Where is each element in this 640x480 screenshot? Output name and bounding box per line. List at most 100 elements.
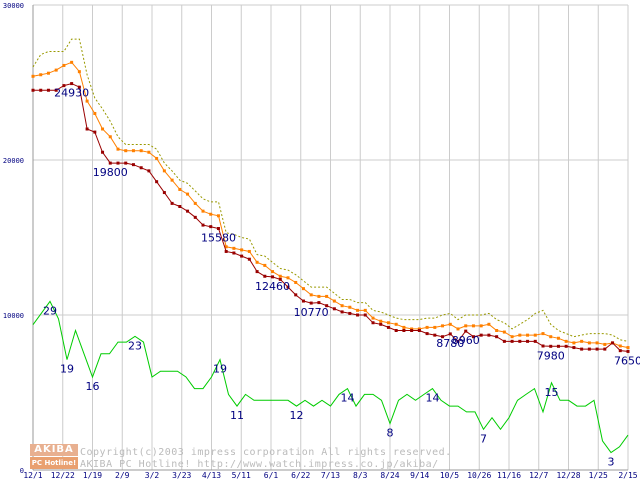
data-label-shop_count: 11 (230, 409, 244, 422)
data-label-shop_count: 7 (480, 432, 487, 445)
data-point-minimum (379, 322, 383, 326)
data-point-minimum (240, 254, 244, 258)
data-point-average (417, 327, 421, 331)
data-point-minimum (595, 347, 599, 351)
x-tick-label: 12/22 (51, 471, 75, 480)
data-point-minimum (155, 180, 159, 184)
data-point-minimum (263, 274, 267, 278)
data-point-minimum (386, 325, 390, 329)
data-point-minimum (464, 329, 468, 333)
data-point-average (155, 156, 159, 160)
data-point-average (541, 332, 545, 336)
data-point-average (595, 341, 599, 345)
data-point-average (433, 325, 437, 329)
data-point-minimum (31, 88, 35, 92)
x-tick-label: 2/9 (115, 471, 130, 480)
data-point-average (502, 330, 506, 334)
data-point-minimum (448, 332, 452, 336)
x-tick-label: 11/16 (497, 471, 521, 480)
data-point-average (247, 249, 251, 253)
data-point-average (224, 245, 228, 249)
data-point-minimum (425, 332, 429, 336)
data-point-average (124, 149, 128, 153)
data-point-average (549, 335, 553, 339)
data-point-minimum (402, 329, 406, 332)
data-point-minimum (479, 333, 483, 337)
data-point-average (533, 333, 537, 337)
data-point-average (441, 324, 445, 328)
data-point-average (325, 294, 329, 298)
data-point-average (85, 99, 89, 103)
data-point-average (526, 333, 530, 337)
x-tick-label: 12/1 (23, 471, 42, 480)
data-point-minimum (317, 301, 321, 305)
x-tick-label: 7/13 (321, 471, 340, 480)
data-point-average (626, 346, 630, 350)
data-label-shop_count: 19 (60, 363, 74, 376)
data-point-average (93, 112, 97, 115)
data-label-minimum: 15580 (201, 232, 236, 245)
data-point-minimum (46, 88, 50, 92)
data-point-average (487, 322, 491, 326)
data-point-minimum (471, 335, 475, 339)
data-point-average (240, 248, 244, 252)
data-point-minimum (278, 277, 282, 281)
watermark: Copyright(c)2003 impress corporation All… (80, 447, 451, 470)
data-point-average (479, 324, 483, 328)
data-point-average (587, 341, 591, 345)
data-point-minimum (77, 85, 81, 89)
data-label-minimum: 7980 (537, 349, 565, 362)
data-point-average (101, 127, 105, 131)
data-point-minimum (456, 339, 460, 343)
x-tick-label: 10/26 (467, 471, 491, 480)
data-point-average (332, 299, 336, 303)
data-label-shop_count: 16 (86, 380, 100, 393)
data-point-minimum (70, 82, 74, 86)
data-label-shop_count: 19 (213, 363, 227, 376)
data-point-average (556, 336, 560, 340)
data-point-average (116, 147, 120, 151)
data-point-average (209, 212, 213, 216)
x-tick-label: 8/24 (380, 471, 399, 480)
data-point-average (371, 316, 375, 320)
data-point-minimum (131, 163, 135, 167)
data-point-average (131, 149, 135, 153)
data-point-average (317, 294, 321, 298)
data-point-minimum (108, 161, 112, 165)
data-point-minimum (502, 339, 506, 343)
data-point-minimum (611, 341, 615, 345)
data-point-minimum (580, 347, 584, 351)
data-point-average (564, 339, 568, 343)
data-point-minimum (255, 270, 259, 274)
data-point-average (162, 169, 166, 173)
data-point-minimum (572, 346, 576, 350)
data-point-average (348, 305, 352, 309)
data-label-shop_count: 29 (43, 304, 57, 317)
data-point-minimum (587, 347, 591, 351)
data-point-average (309, 293, 313, 297)
series-line-shop_count (32, 300, 629, 454)
x-tick-label: 2/15 (618, 471, 637, 480)
data-point-average (340, 304, 344, 308)
data-point-minimum (85, 127, 89, 131)
data-point-minimum (209, 225, 213, 229)
data-point-average (54, 68, 58, 72)
data-point-average (580, 339, 584, 343)
data-point-minimum (193, 215, 197, 219)
akiba-logo: AKIBA (30, 444, 78, 456)
chart-axes: 12/1 12/22 1/19 2/9 3/2 3/23 4/13 5/11 6/1 6/22 7/… (3, 2, 638, 480)
data-point-minimum (340, 310, 344, 314)
data-point-minimum (309, 301, 313, 305)
x-tick-label: 10/5 (440, 471, 459, 480)
data-point-average (301, 287, 305, 291)
data-label-minimum: 24930 (54, 87, 89, 100)
data-point-average (410, 327, 414, 331)
data-point-average (356, 308, 360, 312)
data-point-minimum (533, 339, 537, 343)
data-point-minimum (178, 205, 182, 208)
data-point-minimum (271, 275, 275, 279)
data-point-average (70, 60, 74, 64)
data-point-average (193, 201, 197, 205)
